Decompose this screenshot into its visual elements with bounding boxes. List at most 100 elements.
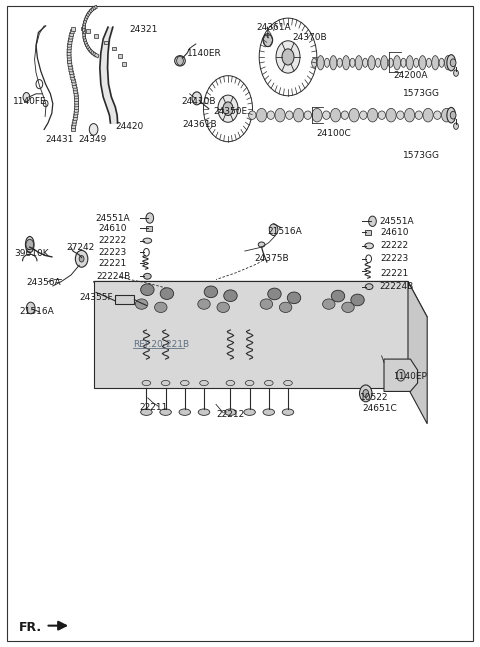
Bar bbox=[85, 30, 89, 33]
Text: 24100C: 24100C bbox=[317, 129, 351, 138]
Ellipse shape bbox=[286, 111, 293, 120]
Text: 24350E: 24350E bbox=[214, 107, 248, 116]
Ellipse shape bbox=[442, 109, 452, 122]
Ellipse shape bbox=[142, 380, 151, 386]
Bar bbox=[70, 73, 74, 78]
Circle shape bbox=[79, 256, 84, 262]
Text: 22224B: 22224B bbox=[379, 282, 413, 291]
Text: 22212: 22212 bbox=[216, 410, 244, 419]
Bar bbox=[75, 103, 79, 107]
Bar bbox=[118, 54, 122, 58]
Ellipse shape bbox=[381, 56, 388, 70]
Bar bbox=[72, 122, 76, 126]
Text: 24375B: 24375B bbox=[254, 254, 289, 263]
Text: 24610: 24610 bbox=[98, 224, 127, 233]
Ellipse shape bbox=[419, 56, 426, 70]
Text: 24420: 24420 bbox=[115, 122, 144, 131]
Ellipse shape bbox=[406, 56, 413, 70]
Bar bbox=[85, 13, 90, 19]
Text: 22223: 22223 bbox=[381, 254, 409, 263]
Ellipse shape bbox=[432, 56, 439, 70]
Text: 24361A: 24361A bbox=[257, 23, 291, 32]
Ellipse shape bbox=[175, 56, 185, 66]
Ellipse shape bbox=[447, 54, 456, 71]
Ellipse shape bbox=[268, 288, 281, 300]
Bar bbox=[71, 127, 75, 131]
Circle shape bbox=[450, 59, 456, 67]
Bar bbox=[83, 31, 85, 36]
Bar bbox=[72, 125, 75, 129]
Ellipse shape bbox=[396, 111, 404, 120]
Ellipse shape bbox=[365, 283, 373, 290]
Text: 21516A: 21516A bbox=[19, 307, 54, 316]
Ellipse shape bbox=[267, 111, 275, 120]
Circle shape bbox=[75, 250, 88, 267]
Bar bbox=[84, 41, 88, 47]
Bar bbox=[75, 100, 79, 104]
Ellipse shape bbox=[324, 58, 329, 67]
Circle shape bbox=[192, 92, 202, 105]
Text: 24431: 24431 bbox=[46, 135, 74, 144]
Bar bbox=[74, 105, 79, 109]
Text: 24410B: 24410B bbox=[181, 97, 216, 106]
Circle shape bbox=[454, 70, 458, 76]
Polygon shape bbox=[384, 359, 418, 391]
Bar bbox=[83, 20, 86, 26]
Polygon shape bbox=[94, 281, 427, 317]
Bar bbox=[74, 93, 78, 96]
Text: 24610: 24610 bbox=[381, 228, 409, 237]
Bar bbox=[67, 57, 71, 61]
Ellipse shape bbox=[444, 56, 452, 70]
Bar bbox=[69, 35, 73, 39]
Bar bbox=[71, 76, 75, 80]
Bar bbox=[146, 226, 152, 231]
Bar bbox=[82, 25, 85, 31]
Ellipse shape bbox=[179, 409, 191, 415]
Bar bbox=[82, 28, 85, 34]
Ellipse shape bbox=[198, 409, 210, 415]
Ellipse shape bbox=[330, 56, 337, 70]
Circle shape bbox=[454, 123, 458, 129]
Text: 22211: 22211 bbox=[139, 403, 168, 412]
Ellipse shape bbox=[368, 109, 378, 122]
Ellipse shape bbox=[224, 290, 237, 302]
Ellipse shape bbox=[433, 111, 441, 120]
Ellipse shape bbox=[388, 58, 393, 67]
Bar bbox=[91, 50, 96, 56]
Bar bbox=[115, 295, 134, 304]
Ellipse shape bbox=[365, 243, 373, 249]
Ellipse shape bbox=[160, 409, 171, 415]
Text: 22224B: 22224B bbox=[96, 272, 130, 281]
Ellipse shape bbox=[256, 109, 267, 122]
Ellipse shape bbox=[343, 56, 349, 70]
Ellipse shape bbox=[200, 380, 208, 386]
Bar bbox=[67, 46, 72, 50]
Ellipse shape bbox=[245, 380, 254, 386]
Text: 24651C: 24651C bbox=[362, 404, 397, 413]
Text: 1140ER: 1140ER bbox=[187, 49, 222, 58]
Ellipse shape bbox=[351, 294, 364, 306]
Ellipse shape bbox=[260, 299, 273, 309]
Bar bbox=[84, 17, 87, 23]
Bar bbox=[95, 53, 99, 58]
Bar bbox=[83, 23, 86, 28]
Text: 22222: 22222 bbox=[381, 241, 409, 250]
Ellipse shape bbox=[414, 58, 419, 67]
Bar bbox=[69, 38, 72, 42]
Ellipse shape bbox=[284, 380, 292, 386]
Text: 22221: 22221 bbox=[381, 269, 409, 278]
Bar bbox=[85, 43, 89, 49]
Ellipse shape bbox=[330, 109, 341, 122]
Bar bbox=[83, 34, 85, 39]
Text: 1573GG: 1573GG bbox=[403, 89, 440, 98]
Ellipse shape bbox=[337, 58, 342, 67]
Bar bbox=[67, 49, 71, 53]
Ellipse shape bbox=[217, 302, 229, 313]
Circle shape bbox=[223, 102, 233, 116]
Ellipse shape bbox=[258, 242, 265, 247]
Ellipse shape bbox=[226, 380, 235, 386]
Bar bbox=[68, 60, 72, 63]
Ellipse shape bbox=[375, 58, 381, 67]
Bar bbox=[89, 8, 94, 13]
Bar bbox=[74, 111, 78, 115]
